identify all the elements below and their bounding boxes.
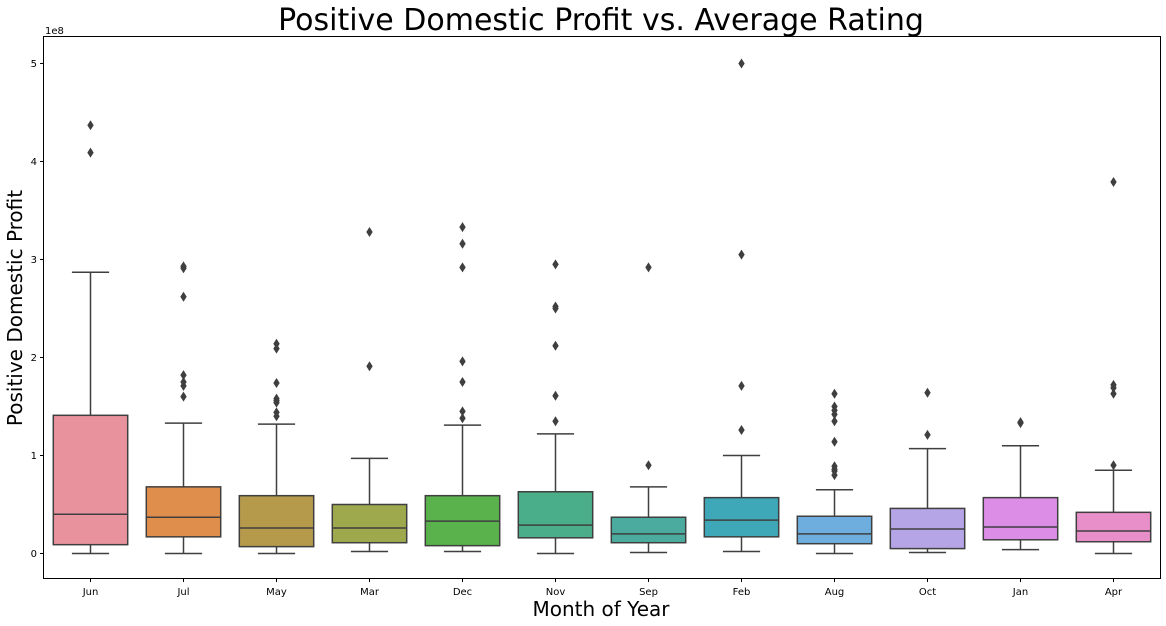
box-jun [52, 414, 129, 546]
y-tick-label: 2 [31, 353, 37, 364]
outlier-point [459, 356, 466, 367]
outlier-point [1017, 418, 1024, 429]
outlier-point [366, 361, 373, 372]
box-nov [517, 491, 594, 539]
box-may [238, 494, 315, 548]
outlier-point [459, 262, 466, 273]
y-tick-label: 1 [31, 451, 37, 462]
outlier-point [924, 387, 931, 398]
outlier-point [831, 470, 838, 481]
outlier-point [552, 259, 559, 270]
outlier-point [1110, 460, 1117, 471]
box-feb [703, 496, 780, 538]
y-tick-label: 5 [31, 59, 37, 70]
box-aug [796, 515, 873, 545]
outlier-point [459, 413, 466, 424]
y-axis-offset-label: 1e8 [45, 26, 64, 37]
outlier-point [738, 58, 745, 69]
x-tick-label: Nov [546, 587, 566, 598]
outlier-point [831, 388, 838, 399]
outlier-point [273, 377, 280, 388]
x-tick-label: Apr [1105, 587, 1123, 598]
outlier-point [180, 263, 187, 274]
y-tick-label: 0 [31, 549, 37, 560]
y-axis-label: Positive Domestic Profit [3, 190, 27, 426]
outlier-point [180, 370, 187, 381]
outlier-point [273, 411, 280, 422]
outlier-point [552, 340, 559, 351]
outlier-point [924, 429, 931, 440]
outlier-point [738, 425, 745, 436]
outlier-point [273, 397, 280, 408]
outlier-point [645, 460, 652, 471]
outlier-point [273, 343, 280, 354]
outlier-point [738, 380, 745, 391]
x-tick-label: Mar [360, 587, 380, 598]
chart-title: Positive Domestic Profit vs. Average Rat… [278, 3, 924, 38]
y-tick-label: 3 [31, 255, 37, 266]
x-tick-label: Sep [639, 587, 658, 598]
outlier-point [87, 147, 94, 158]
x-tick-label: Jul [176, 587, 189, 598]
outlier-point [1110, 388, 1117, 399]
outlier-point [1110, 177, 1117, 188]
plot-area: 0 1 2 3 4 5 Jun Jul May Mar Dec Nov Sep Feb Aug Oct Jan A… [31, 58, 1152, 598]
x-tick-label: Jan [1012, 587, 1028, 598]
outlier-point [459, 238, 466, 249]
box-jul [145, 486, 222, 538]
box-apr [1075, 511, 1152, 543]
x-axis-label: Month of Year [532, 597, 670, 621]
outlier-point [459, 376, 466, 387]
outlier-point [552, 416, 559, 427]
plot-frame [43, 36, 1161, 579]
outlier-point [87, 120, 94, 131]
y-tick-label: 4 [31, 157, 37, 168]
x-tick-label: Oct [919, 587, 936, 598]
outlier-point [552, 390, 559, 401]
x-tick-label: Jun [82, 587, 99, 598]
outlier-point [1110, 382, 1117, 393]
outlier-point [366, 227, 373, 238]
outlier-point [831, 436, 838, 447]
outlier-point [645, 262, 652, 273]
outlier-point [552, 303, 559, 314]
x-tick-label: Dec [453, 587, 472, 598]
box-mar [331, 503, 408, 544]
box-jan [982, 496, 1059, 541]
x-tick-label: Aug [825, 587, 845, 598]
x-tick-label: May [266, 587, 287, 598]
outlier-point [180, 380, 187, 391]
outlier-point [831, 416, 838, 427]
outlier-point [459, 406, 466, 417]
outlier-point [180, 391, 187, 402]
outlier-point [180, 291, 187, 302]
box-sep [610, 516, 687, 544]
x-tick-label: Feb [733, 587, 751, 598]
outlier-point [738, 249, 745, 260]
outlier-point [459, 222, 466, 233]
outlier-point [831, 409, 838, 420]
